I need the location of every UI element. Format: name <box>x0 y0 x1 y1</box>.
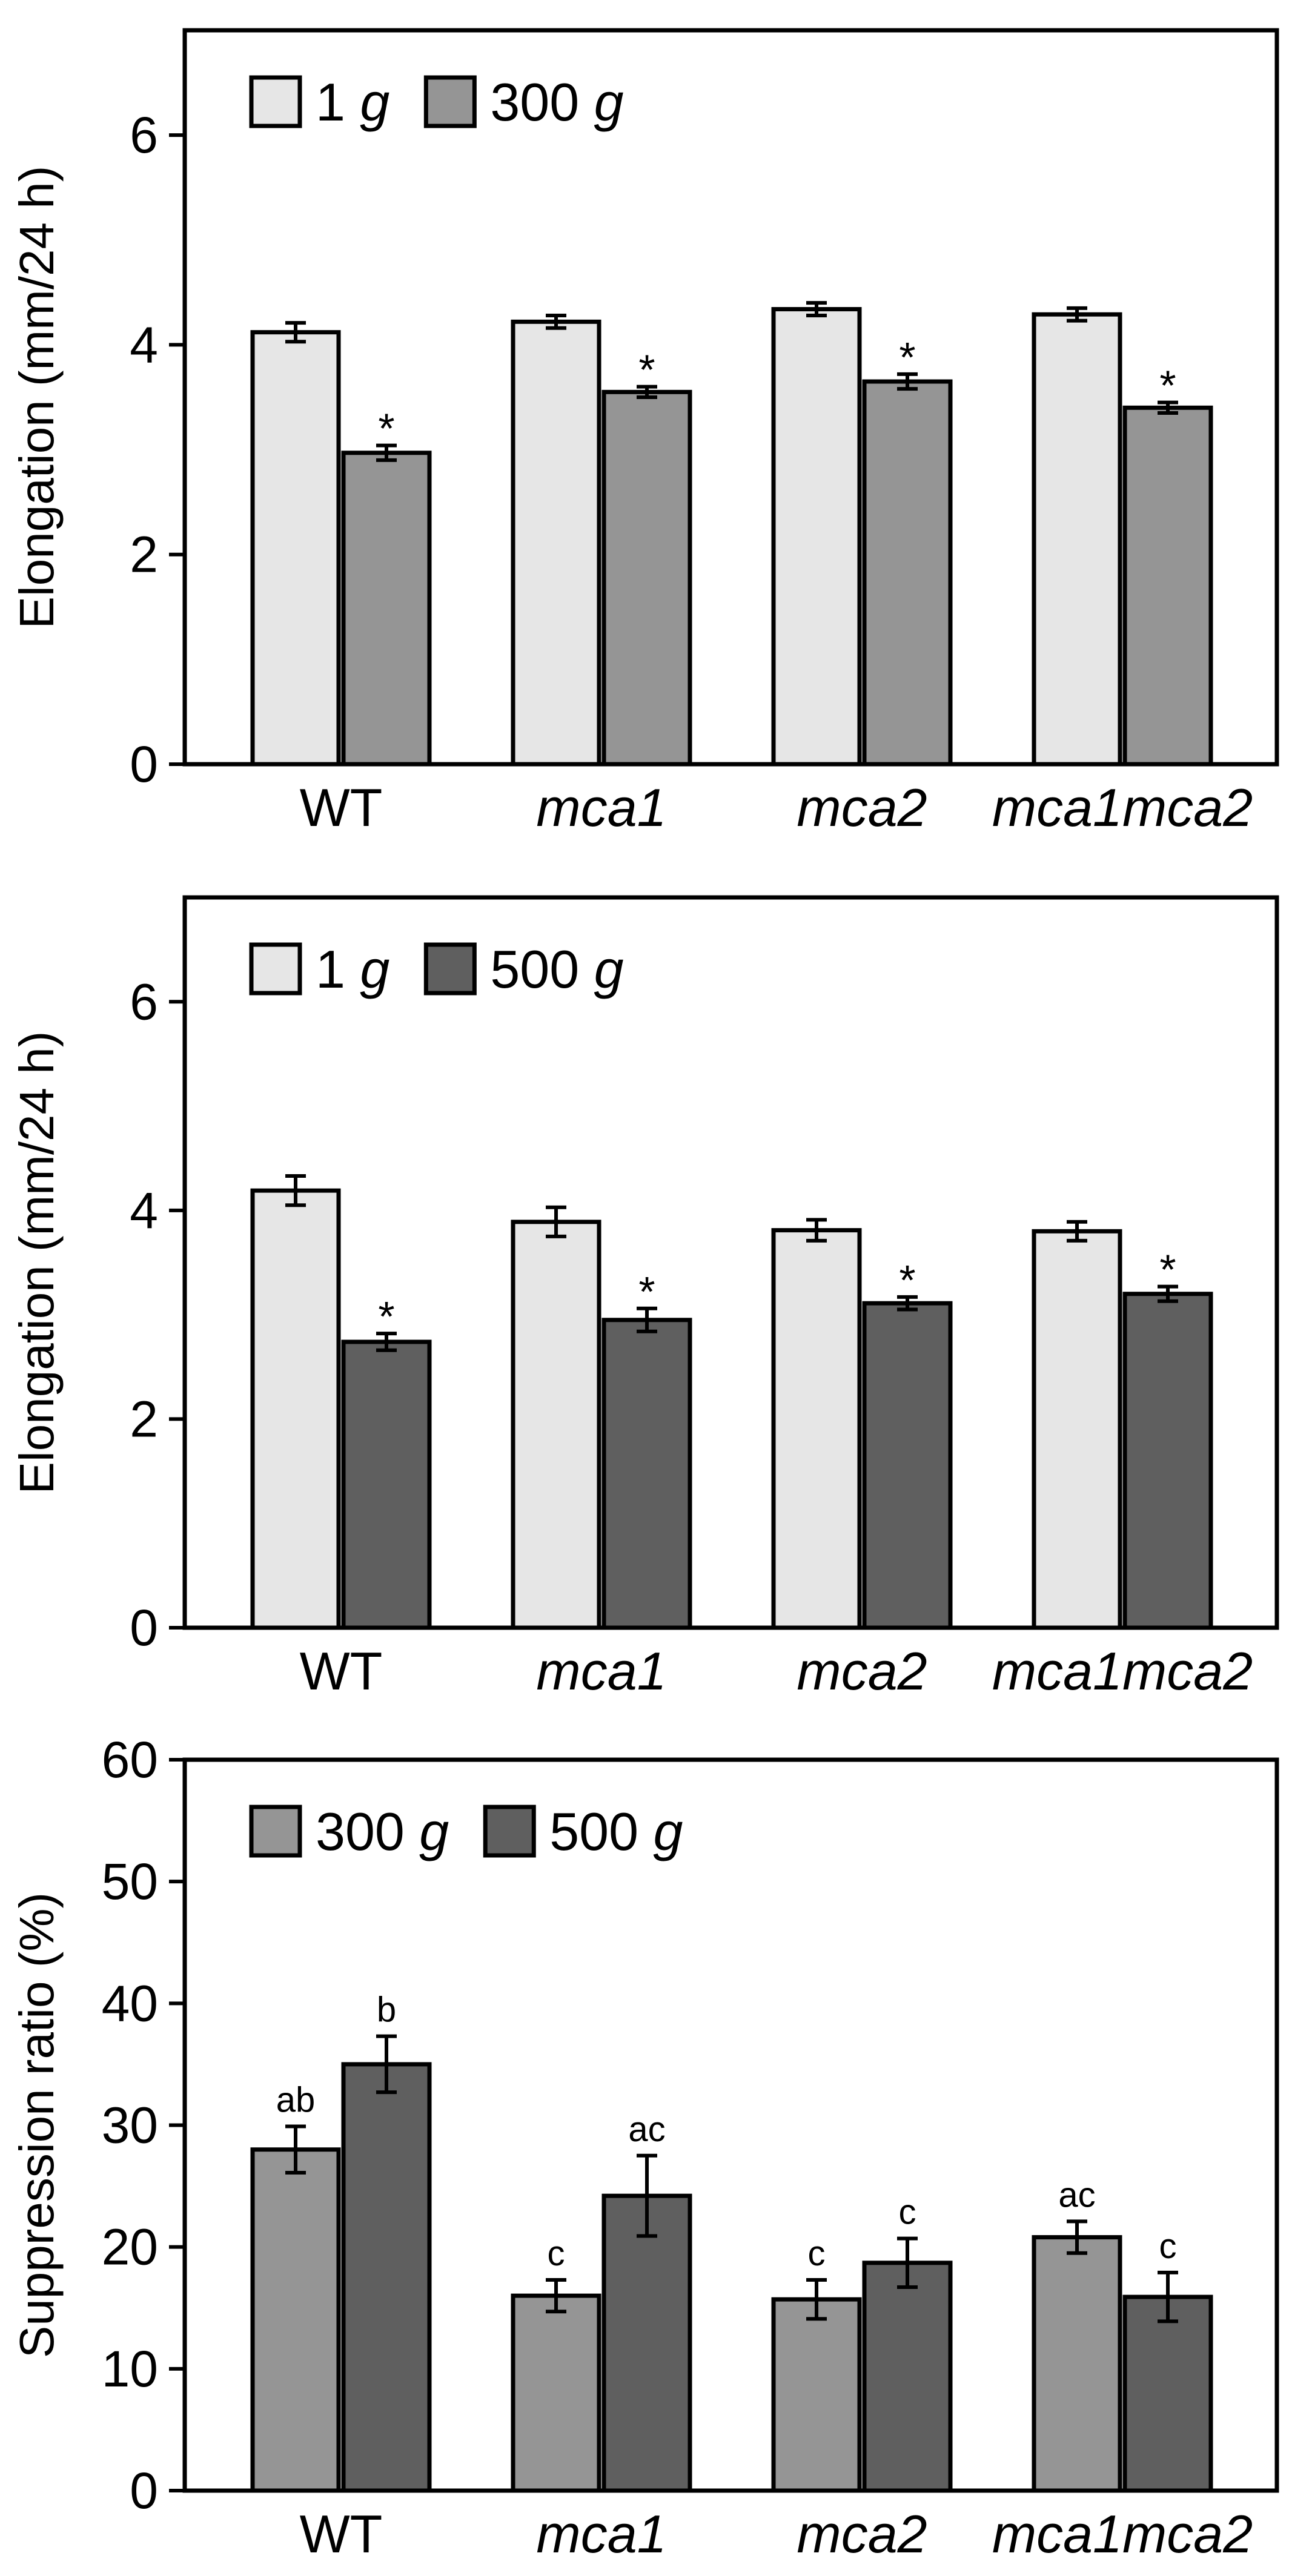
legend-swatch <box>249 1805 302 1858</box>
significance-letter: b <box>377 1990 396 2030</box>
legend-swatch <box>423 942 477 996</box>
legend-entry: 300 g <box>490 72 623 132</box>
y-axis-label: Suppression ratio (%) <box>10 1892 64 2358</box>
x-category-label: mca1 <box>536 2504 666 2564</box>
y-axis-label: Elongation (mm/24 h) <box>10 1031 64 1494</box>
significance-asterisk: * <box>1159 1246 1176 1293</box>
legend-swatch <box>483 1805 536 1858</box>
x-category-label: mca1mca2 <box>992 1641 1253 1701</box>
x-category-label: WT <box>300 778 383 837</box>
bar <box>511 319 601 767</box>
significance-asterisk: * <box>899 1257 915 1304</box>
y-tick-label: 6 <box>130 973 158 1030</box>
y-tick-label: 60 <box>102 1731 158 1788</box>
y-tick-label: 2 <box>130 526 158 583</box>
bar <box>511 2293 601 2493</box>
significance-letter: ac <box>1058 2175 1095 2214</box>
y-tick-label: 0 <box>130 1599 158 1656</box>
y-tick-label: 6 <box>130 107 158 163</box>
x-category-label: mca2 <box>797 778 927 837</box>
significance-asterisk: * <box>899 334 915 381</box>
x-category-label: WT <box>300 2504 383 2564</box>
bar <box>341 2062 432 2493</box>
y-tick-label: 0 <box>130 2462 158 2519</box>
bar <box>862 2261 953 2493</box>
bar <box>862 1301 953 1630</box>
bar <box>601 389 692 767</box>
plot-frame <box>182 1757 1279 2493</box>
legend-entry: 300 g <box>316 1802 449 1861</box>
significance-letter: c <box>808 2234 826 2273</box>
y-tick-label: 20 <box>102 2219 158 2276</box>
bar <box>862 379 953 767</box>
significance-asterisk: * <box>378 1293 394 1340</box>
significance-letter: c <box>899 2193 916 2232</box>
bar <box>771 2297 862 2493</box>
bar <box>250 1188 341 1630</box>
significance-letter: ac <box>628 2110 665 2149</box>
bar <box>1032 312 1122 767</box>
bar <box>771 1228 862 1630</box>
x-category-label: mca2 <box>797 1641 927 1701</box>
bar <box>601 1318 692 1630</box>
y-tick-label: 4 <box>130 316 158 373</box>
y-axis-label: Elongation (mm/24 h) <box>10 166 64 629</box>
bar <box>250 330 341 767</box>
x-category-label: mca1 <box>536 778 666 837</box>
x-category-label: mca1mca2 <box>992 778 1253 837</box>
x-category-label: mca2 <box>797 2504 927 2564</box>
y-tick-label: 2 <box>130 1390 158 1447</box>
bar <box>1122 1292 1213 1630</box>
legend-entry: 500 g <box>549 1802 683 1861</box>
bar <box>341 1339 432 1630</box>
y-tick-label: 10 <box>102 2340 158 2397</box>
x-category-label: mca1 <box>536 1641 666 1701</box>
legend-entry: 1 g <box>316 939 389 999</box>
significance-letter: ab <box>276 2081 316 2120</box>
significance-asterisk: * <box>378 405 394 452</box>
bar <box>1122 2294 1213 2493</box>
significance-asterisk: * <box>638 1268 655 1315</box>
x-category-label: mca1mca2 <box>992 2504 1253 2564</box>
significance-asterisk: * <box>1159 362 1176 409</box>
bar <box>1032 1229 1122 1630</box>
y-tick-label: 30 <box>102 2097 158 2154</box>
bar <box>341 451 432 767</box>
bar <box>771 307 862 767</box>
y-tick-label: 40 <box>102 1975 158 2032</box>
plot-frame <box>182 895 1279 1630</box>
legend-swatch <box>249 942 302 996</box>
y-tick-label: 50 <box>102 1853 158 1910</box>
significance-asterisk: * <box>638 346 655 394</box>
bar <box>1122 405 1213 767</box>
y-tick-label: 0 <box>130 736 158 793</box>
plot-frame <box>182 28 1279 767</box>
legend-swatch <box>423 75 477 128</box>
legend-swatch <box>249 75 302 128</box>
bar <box>601 2193 692 2493</box>
legend-entry: 1 g <box>316 72 389 132</box>
significance-letter: c <box>548 2234 565 2273</box>
bar <box>511 1220 601 1630</box>
bar <box>1032 2235 1122 2493</box>
significance-letter: c <box>1159 2227 1177 2266</box>
chart-panel-3: 0 10 20 30 40 50 60 Suppression ratio (%) ab c c ac… <box>10 1731 1279 2564</box>
y-tick-label: 4 <box>130 1182 158 1239</box>
legend-entry: 500 g <box>490 939 623 999</box>
bar <box>250 2147 341 2493</box>
x-category-label: WT <box>300 1641 383 1701</box>
